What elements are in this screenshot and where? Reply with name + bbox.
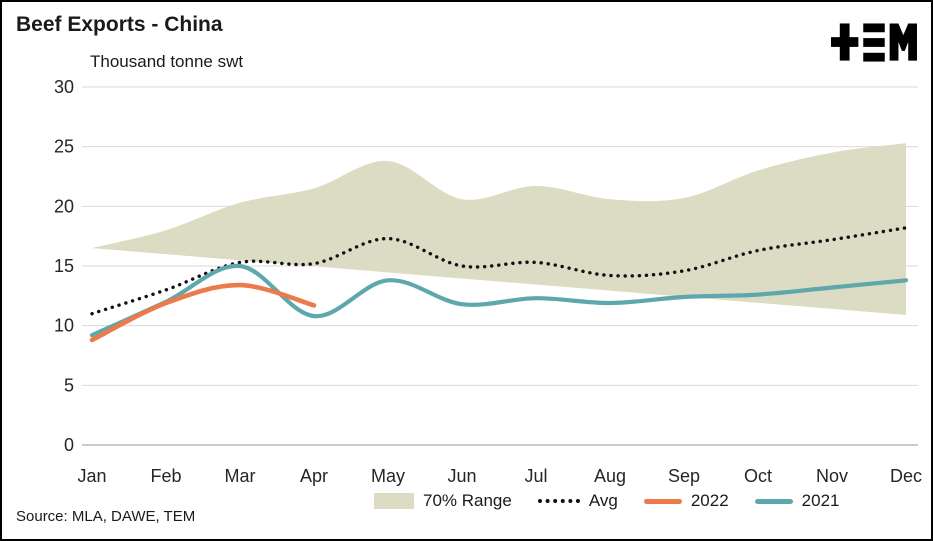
series-2021-line — [89, 263, 909, 338]
svg-text:Jun: Jun — [447, 466, 476, 486]
avg-dotted-swatch — [537, 499, 580, 503]
svg-text:Dec: Dec — [890, 466, 922, 486]
legend-item-range: 70% Range — [374, 491, 512, 511]
svg-text:Mar: Mar — [225, 466, 256, 486]
avg-line — [90, 226, 908, 316]
x-axis-labels: Jan Feb Mar Apr May Jun Jul Aug Sep Oct Nov Dec — [77, 466, 922, 486]
tem-logo-plus-icon — [831, 23, 859, 61]
svg-text:5: 5 — [64, 375, 74, 395]
svg-text:Apr: Apr — [300, 466, 328, 486]
svg-text:10: 10 — [54, 316, 74, 336]
legend-label: Avg — [588, 491, 618, 510]
legend-item-2021: 2021 — [754, 491, 840, 511]
source-note: Source: MLA, DAWE, TEM — [16, 508, 196, 525]
legend: 70% Range Avg 2022 2021 — [374, 491, 840, 511]
range-band-swatch — [374, 493, 414, 509]
series-2022-line — [89, 282, 317, 343]
range-band — [92, 143, 906, 315]
series-2021-swatch — [754, 498, 793, 504]
svg-text:Sep: Sep — [668, 466, 700, 486]
svg-text:Oct: Oct — [744, 466, 772, 486]
svg-text:15: 15 — [54, 256, 74, 276]
tem-logo-m-icon — [889, 23, 917, 61]
svg-text:30: 30 — [54, 77, 74, 97]
series-2022-swatch — [643, 498, 682, 504]
axis-units-label: Thousand tonne swt — [90, 52, 244, 71]
svg-text:20: 20 — [54, 196, 74, 216]
svg-text:Nov: Nov — [816, 466, 848, 486]
legend-label: 2022 — [690, 491, 729, 510]
svg-text:Jan: Jan — [77, 466, 106, 486]
tem-logo-bars-icon — [863, 23, 885, 62]
svg-text:Jul: Jul — [524, 466, 547, 486]
tem-logo — [831, 23, 917, 62]
legend-item-avg: Avg — [537, 491, 618, 511]
svg-text:Feb: Feb — [150, 466, 181, 486]
svg-text:May: May — [371, 466, 405, 486]
svg-text:Aug: Aug — [594, 466, 626, 486]
legend-label: 70% Range — [423, 491, 512, 510]
svg-text:25: 25 — [54, 137, 74, 157]
legend-item-2022: 2022 — [643, 491, 729, 511]
svg-text:0: 0 — [64, 435, 74, 455]
legend-label: 2021 — [801, 491, 840, 510]
y-axis-labels: 0 5 10 15 20 25 30 — [54, 77, 74, 455]
page-title: Beef Exports - China — [16, 13, 223, 36]
